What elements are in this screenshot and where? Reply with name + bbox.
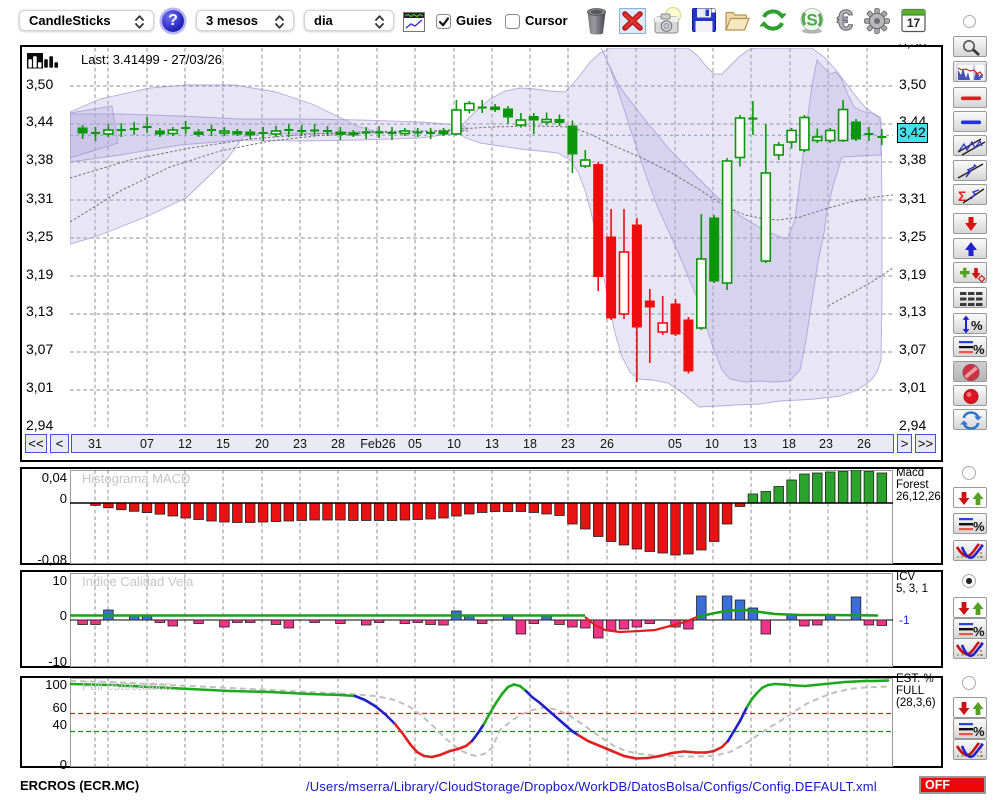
svg-text:%: % bbox=[971, 318, 983, 333]
svg-text:€: € bbox=[837, 7, 853, 34]
svg-text:%: % bbox=[973, 724, 985, 739]
svg-text:17: 17 bbox=[907, 16, 921, 30]
svg-text:%: % bbox=[973, 519, 985, 534]
svg-text:%: % bbox=[973, 342, 985, 357]
svg-text:S: S bbox=[806, 11, 817, 30]
svg-text:%: % bbox=[973, 624, 985, 639]
svg-text:Σ: Σ bbox=[958, 188, 966, 204]
